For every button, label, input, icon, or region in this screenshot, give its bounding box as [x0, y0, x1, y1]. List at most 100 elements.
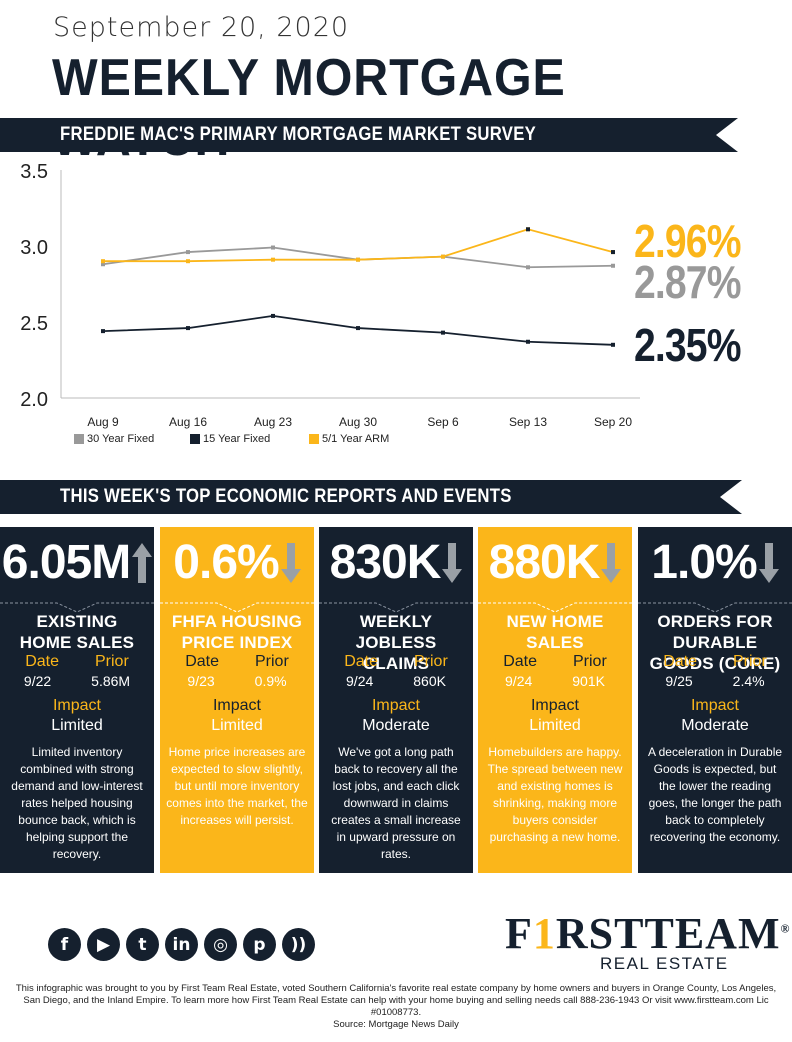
legend-item-arm: 5/1 Year ARM: [309, 433, 389, 445]
y-tick-label: 2.0: [20, 389, 48, 411]
legend-item-15yr: 15 Year Fixed: [190, 433, 270, 445]
impact-value: Limited: [211, 717, 263, 734]
x-tick-label: Aug 16: [169, 415, 207, 429]
report-values: 9/24 901K: [478, 673, 632, 689]
report-card: 880K NEW HOME SALES Date Prior 9/24 901K…: [478, 527, 632, 873]
data-point: [101, 262, 105, 267]
prior-value: 901K: [572, 673, 605, 689]
report-labels: Date Prior: [319, 653, 473, 671]
y-tick-label: 3.0: [20, 237, 48, 259]
legend-swatch-15yr: [190, 434, 200, 444]
report-name: EXISTING HOME SALES: [0, 611, 154, 653]
report-value-text: 880K: [488, 536, 601, 589]
report-values: 9/25 2.4%: [638, 673, 792, 689]
report-name-line: NEW HOME: [506, 612, 604, 631]
logo-part2: RST: [555, 909, 645, 958]
logo-part3: TEAM: [644, 909, 781, 958]
impact-value: Limited: [51, 717, 103, 734]
prior-label: Prior: [414, 653, 448, 670]
legend-item-30yr: 30 Year Fixed: [74, 433, 154, 445]
data-point: [186, 326, 190, 331]
twitter-icon[interactable]: t: [126, 928, 159, 961]
report-name-line: EXISTING: [36, 612, 118, 631]
report-name: FHFA HOUSING PRICE INDEX: [160, 611, 314, 653]
y-tick-label: 3.5: [20, 161, 48, 183]
report-labels: Date Prior: [638, 653, 792, 671]
report-name-line: FHFA HOUSING: [171, 612, 303, 631]
data-point-marker: [611, 250, 615, 255]
data-point: [271, 313, 275, 318]
section-banner-reports: THIS WEEK'S TOP ECONOMIC REPORTS AND EVE…: [0, 480, 742, 514]
release-date: 9/24: [505, 673, 533, 689]
series-line: [102, 315, 614, 346]
date-label: Date: [663, 653, 697, 670]
arrow-down-icon: [601, 543, 622, 583]
linkedin-icon[interactable]: in: [165, 928, 198, 961]
report-labels: Date Prior: [478, 653, 632, 671]
arrow-down-icon: [758, 543, 779, 583]
report-card: 6.05M EXISTING HOME SALES Date Prior 9/2…: [0, 527, 154, 873]
impact-label: Impact: [371, 697, 420, 714]
youtube-icon[interactable]: ▶: [87, 928, 120, 961]
data-point: [611, 342, 615, 347]
date-label: Date: [185, 653, 219, 670]
series-line: [102, 246, 614, 269]
report-value-text: 830K: [329, 536, 442, 589]
report-description: A deceleration in Durable Goods is expec…: [647, 745, 783, 844]
pinterest-icon[interactable]: p: [243, 928, 276, 961]
report-name: WEEKLY JOBLESS CLAIMS: [319, 611, 473, 674]
logo-one: 1: [532, 909, 556, 958]
release-date: 9/24: [346, 673, 374, 689]
report-name-line: WEEKLY JOBLESS: [355, 612, 437, 652]
release-date: 9/23: [187, 673, 215, 689]
report-labels: Date Prior: [0, 653, 154, 671]
x-tick-label: Aug 23: [254, 415, 292, 429]
social-icons: f ▶ t in ◎ p )): [48, 928, 315, 961]
section-title-reports: THIS WEEK'S TOP ECONOMIC REPORTS AND EVE…: [60, 486, 512, 507]
prior-label: Prior: [733, 653, 767, 670]
report-description: Home price increases are expected to slo…: [166, 745, 308, 827]
impact-value: Moderate: [681, 717, 749, 734]
y-tick-label: 2.5: [20, 313, 48, 335]
dashed-divider: [319, 602, 473, 613]
date-label: Date: [344, 653, 378, 670]
report-labels: Date Prior: [160, 653, 314, 671]
data-point: [526, 265, 530, 270]
impact-label: Impact: [52, 697, 101, 714]
impact-label: Impact: [690, 697, 739, 714]
logo-registered: ®: [780, 921, 791, 936]
instagram-icon[interactable]: ◎: [204, 928, 237, 961]
dashed-divider: [478, 602, 632, 613]
report-value: 1.0%: [638, 535, 792, 590]
report-card: 0.6% FHFA HOUSING PRICE INDEX Date Prior…: [160, 527, 314, 873]
report-card: 830K WEEKLY JOBLESS CLAIMS Date Prior 9/…: [319, 527, 473, 873]
x-tick-label: Sep 6: [427, 415, 459, 429]
report-value: 0.6%: [160, 535, 314, 590]
rss-icon[interactable]: )): [282, 928, 315, 961]
data-point: [356, 257, 360, 262]
data-point: [186, 259, 190, 264]
dashed-divider: [638, 602, 792, 613]
report-value: 830K: [319, 535, 473, 590]
report-value: 880K: [478, 535, 632, 590]
report-value: 6.05M: [0, 535, 154, 590]
prior-value: 860K: [413, 673, 446, 689]
report-description: We've got a long path back to recovery a…: [331, 745, 461, 861]
arrow-down-icon: [442, 543, 463, 583]
data-point: [101, 259, 105, 264]
prior-label: Prior: [95, 653, 129, 670]
logo-part1: F: [505, 909, 533, 958]
impact-label: Impact: [212, 697, 261, 714]
fixed30-final-value: 2.87%: [634, 256, 741, 308]
data-point: [526, 339, 530, 344]
arrow-up-icon: [132, 543, 153, 583]
release-date: 9/22: [23, 673, 52, 689]
mortgage-rate-chart: 3.5 3.0 2.5 2.0 Aug 9 Aug 16 Aug 23 Aug 30 Sep 6…: [20, 161, 640, 429]
prior-value: 5.86M: [91, 673, 131, 689]
prior-label: Prior: [255, 653, 289, 670]
report-name-line: HOME SALES: [19, 633, 135, 652]
first-team-logo: F1RSTTEAM®: [505, 908, 790, 959]
report-values: 9/24 860K: [319, 673, 473, 689]
facebook-icon[interactable]: f: [48, 928, 81, 961]
data-point: [101, 329, 105, 334]
